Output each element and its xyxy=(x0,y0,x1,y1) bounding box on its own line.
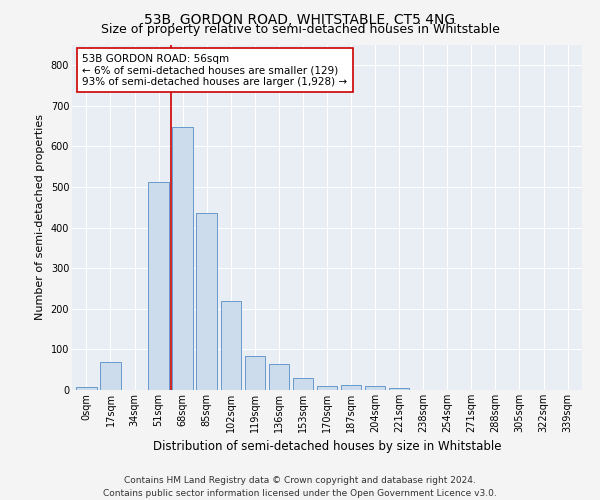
Bar xyxy=(221,300,241,390)
Text: Contains HM Land Registry data © Crown copyright and database right 2024.
Contai: Contains HM Land Registry data © Crown c… xyxy=(103,476,497,498)
Bar xyxy=(100,362,121,390)
Bar xyxy=(341,385,361,390)
Bar xyxy=(317,386,337,390)
Text: Size of property relative to semi-detached houses in Whitstable: Size of property relative to semi-detach… xyxy=(101,22,499,36)
Bar xyxy=(172,127,193,390)
Bar xyxy=(245,356,265,390)
Bar xyxy=(269,364,289,390)
Text: 53B GORDON ROAD: 56sqm
← 6% of semi-detached houses are smaller (129)
93% of sem: 53B GORDON ROAD: 56sqm ← 6% of semi-deta… xyxy=(82,54,347,87)
Y-axis label: Number of semi-detached properties: Number of semi-detached properties xyxy=(35,114,45,320)
Bar xyxy=(365,386,385,390)
Bar xyxy=(293,378,313,390)
Bar xyxy=(76,387,97,390)
Bar xyxy=(196,214,217,390)
X-axis label: Distribution of semi-detached houses by size in Whitstable: Distribution of semi-detached houses by … xyxy=(153,440,501,454)
Text: 53B, GORDON ROAD, WHITSTABLE, CT5 4NG: 53B, GORDON ROAD, WHITSTABLE, CT5 4NG xyxy=(145,12,455,26)
Bar xyxy=(389,388,409,390)
Bar xyxy=(148,182,169,390)
